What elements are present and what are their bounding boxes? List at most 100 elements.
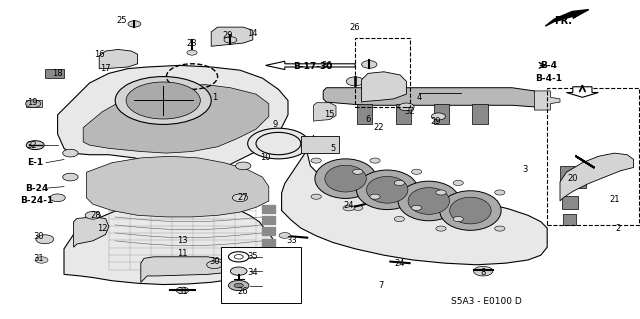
Polygon shape	[545, 10, 589, 26]
Circle shape	[50, 194, 65, 202]
Circle shape	[128, 21, 141, 27]
Text: 26: 26	[350, 23, 360, 32]
Polygon shape	[282, 136, 547, 265]
Text: B-24: B-24	[26, 184, 49, 193]
Polygon shape	[362, 72, 406, 102]
Bar	[547, 88, 639, 225]
Text: 18: 18	[52, 69, 63, 78]
Text: 6: 6	[365, 115, 371, 124]
Ellipse shape	[315, 159, 376, 198]
Text: 3: 3	[522, 165, 527, 174]
Polygon shape	[99, 49, 138, 69]
Polygon shape	[26, 100, 42, 107]
Text: 36: 36	[321, 61, 332, 70]
Text: 13: 13	[177, 236, 188, 245]
Circle shape	[412, 169, 422, 174]
Circle shape	[394, 180, 404, 185]
Ellipse shape	[408, 188, 449, 214]
Circle shape	[412, 205, 422, 211]
Polygon shape	[323, 88, 541, 107]
Polygon shape	[58, 65, 288, 174]
Circle shape	[187, 50, 197, 55]
Text: 30: 30	[209, 257, 220, 266]
Text: 10: 10	[260, 153, 271, 162]
Text: 14: 14	[248, 29, 258, 38]
Ellipse shape	[356, 170, 418, 210]
Polygon shape	[64, 199, 275, 285]
Circle shape	[126, 82, 200, 119]
Text: 20: 20	[568, 174, 578, 183]
Text: B-24-1: B-24-1	[20, 197, 54, 205]
Text: 8: 8	[481, 268, 486, 277]
Text: 34: 34	[248, 268, 258, 277]
Polygon shape	[534, 91, 560, 110]
Circle shape	[394, 217, 404, 222]
Circle shape	[63, 173, 78, 181]
Circle shape	[228, 280, 249, 291]
Polygon shape	[262, 239, 275, 246]
Circle shape	[370, 194, 380, 199]
Circle shape	[230, 267, 247, 275]
Circle shape	[85, 211, 100, 219]
Circle shape	[115, 77, 211, 124]
Polygon shape	[74, 217, 109, 247]
Text: 28: 28	[91, 211, 101, 220]
Polygon shape	[560, 153, 634, 201]
Text: 25: 25	[116, 16, 127, 25]
Text: 27: 27	[238, 193, 248, 202]
Circle shape	[26, 141, 44, 150]
Polygon shape	[141, 257, 227, 282]
Text: 32: 32	[404, 107, 415, 116]
Text: 31: 31	[33, 254, 44, 263]
Polygon shape	[262, 205, 275, 213]
Text: 31: 31	[177, 287, 188, 296]
Polygon shape	[262, 216, 275, 224]
Circle shape	[495, 226, 505, 231]
Circle shape	[311, 158, 321, 163]
Bar	[355, 38, 410, 107]
Circle shape	[35, 257, 48, 263]
Text: 24: 24	[344, 201, 354, 210]
Polygon shape	[396, 104, 411, 124]
Polygon shape	[83, 85, 269, 153]
Polygon shape	[357, 104, 372, 124]
Circle shape	[346, 77, 364, 86]
Circle shape	[431, 113, 445, 120]
Text: B-4-1: B-4-1	[536, 74, 563, 83]
Text: 35: 35	[248, 252, 258, 261]
Circle shape	[207, 261, 222, 269]
Ellipse shape	[398, 181, 460, 221]
Bar	[221, 247, 301, 303]
Text: 33: 33	[286, 236, 296, 245]
Polygon shape	[262, 227, 275, 235]
Circle shape	[26, 100, 41, 108]
Text: 16: 16	[94, 50, 104, 59]
Polygon shape	[314, 103, 336, 121]
Text: B-17-30: B-17-30	[292, 63, 332, 71]
Polygon shape	[566, 87, 598, 97]
Text: 5: 5	[330, 144, 335, 153]
Text: 17: 17	[100, 64, 111, 73]
Circle shape	[474, 266, 493, 276]
Circle shape	[353, 169, 363, 174]
Text: 29: 29	[430, 117, 440, 126]
Text: 29: 29	[222, 31, 232, 40]
Text: 21: 21	[609, 195, 620, 204]
Text: 32: 32	[27, 141, 37, 150]
Text: FR.: FR.	[554, 16, 572, 26]
Circle shape	[362, 61, 377, 68]
Polygon shape	[211, 27, 253, 46]
Polygon shape	[563, 214, 576, 225]
Circle shape	[236, 162, 251, 170]
Circle shape	[176, 287, 189, 293]
Text: 23: 23	[187, 39, 197, 48]
Circle shape	[279, 233, 291, 238]
Text: 24: 24	[395, 259, 405, 268]
Text: 7: 7	[378, 281, 383, 290]
Polygon shape	[86, 156, 269, 217]
Circle shape	[248, 128, 309, 159]
Polygon shape	[266, 61, 355, 70]
Circle shape	[343, 205, 355, 211]
Circle shape	[453, 217, 463, 222]
Ellipse shape	[440, 191, 501, 230]
